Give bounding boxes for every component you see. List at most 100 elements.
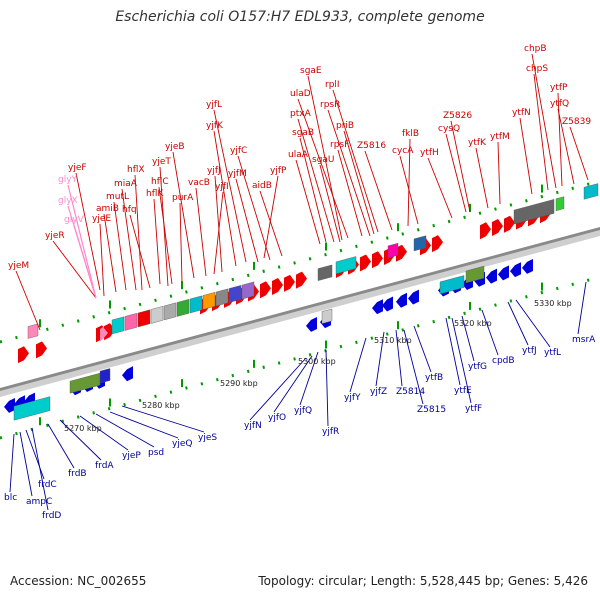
forward-label-leader — [75, 172, 101, 291]
forward-label-leader — [299, 137, 327, 243]
forward-gene-block — [124, 312, 138, 331]
forward-gene-label: ytfN — [512, 108, 531, 118]
reverse-label-leader — [349, 337, 367, 393]
gene-labels: 5270 kbp 5280 kbp 5290 kbp 5300 kbp 5310 kbp… — [4, 44, 596, 521]
reverse-gene-block — [99, 368, 111, 384]
forward-label-leader — [307, 75, 343, 241]
forward-gene-label: hflX — [127, 165, 145, 175]
forward-gene-arrow — [372, 251, 383, 269]
forward-gene-label: sgaU — [312, 155, 335, 165]
scale-ticks — [39, 184, 543, 426]
forward-label-leader — [235, 178, 259, 263]
forward-gene-block — [150, 306, 164, 324]
reverse-gene-label: blc — [4, 493, 17, 503]
forward-gene-block — [137, 309, 151, 328]
forward-gene-block — [163, 302, 177, 321]
scale-label: 5280 kbp — [142, 401, 180, 410]
reverse-label-leader — [507, 301, 529, 346]
reverse-gene-label: ytfG — [468, 362, 487, 372]
page-title: Escherichia coli O157:H7 EDL933, complet… — [115, 9, 485, 25]
forward-gene-label: yjfK — [206, 121, 224, 131]
forward-gene-label: yjeB — [165, 142, 185, 152]
reverse-gene-label: yjfQ — [294, 406, 312, 416]
reverse-label-leader — [79, 415, 129, 451]
forward-gene-arrow — [480, 222, 491, 240]
forward-gene-label: hflK — [146, 189, 164, 199]
forward-gene-label: rpsF — [330, 140, 349, 150]
forward-gene-arrow — [504, 215, 515, 233]
reverse-gene-label: yjfR — [322, 427, 339, 437]
reverse-label-leader — [451, 317, 472, 404]
forward-label-leader — [364, 150, 393, 231]
reverse-label-leader — [31, 427, 49, 511]
forward-label-leader — [557, 92, 563, 187]
forward-label-leader — [337, 149, 363, 237]
forward-label-leader — [172, 151, 195, 279]
forward-gene-arrow — [396, 244, 407, 262]
reverse-gene-block — [465, 265, 485, 284]
forward-gene-label: Z5839 — [562, 117, 591, 127]
forward-label-leader — [569, 126, 589, 181]
forward-gene-arrow — [432, 235, 443, 253]
reverse-gene-label: msrA — [572, 335, 596, 345]
forward-gene-label: sgaE — [300, 66, 322, 76]
forward-gene-label: yjfP — [270, 166, 287, 176]
forward-label-leader — [213, 109, 247, 263]
reverse-gene-label: yjfZ — [370, 387, 387, 397]
pseudo-label-leader — [73, 224, 97, 299]
reverse-gene-label: ytfJ — [522, 346, 537, 356]
forward-gene-label: yjeT — [152, 157, 171, 167]
forward-gene-label: aidB — [252, 181, 272, 191]
forward-label-leader — [195, 187, 207, 277]
reverse-gene-label: ytfF — [465, 404, 482, 414]
forward-gene-label: ytfK — [468, 138, 487, 148]
forward-gene-block — [111, 316, 125, 335]
forward-gene-arrow — [18, 346, 29, 364]
forward-label-leader — [103, 213, 117, 293]
reverse-gene-label: Z5815 — [417, 405, 446, 415]
reverse-label-leader — [59, 419, 102, 461]
forward-label-leader — [158, 186, 173, 285]
forward-gene-label: ytfP — [550, 83, 568, 93]
scale-label: 5320 kbp — [454, 319, 492, 328]
forward-label-leader — [531, 53, 557, 189]
reverse-gene-arrow — [486, 268, 497, 284]
reverse-gene-label: yjfN — [244, 421, 262, 431]
forward-gene-block — [317, 264, 333, 281]
genome-stats: Topology: circular; Length: 5,528,445 bp… — [258, 574, 588, 588]
forward-gene-label: yjfJ — [207, 166, 221, 176]
reverse-gene-label: ampC — [26, 497, 52, 507]
reverse-label-leader — [249, 357, 307, 421]
reverse-gene-label: yjeQ — [172, 439, 192, 449]
pseudo-gene-label: glyX — [58, 196, 78, 206]
forward-label-leader — [427, 157, 453, 219]
pseudo-gene-label: glyV — [64, 215, 85, 225]
forward-gene-label: yjfI — [215, 182, 229, 192]
reverse-label-leader — [413, 325, 432, 373]
forward-label-leader — [179, 202, 183, 283]
reverse-label-leader — [273, 355, 313, 413]
forward-label-leader — [497, 141, 501, 205]
reverse-label-leader — [325, 349, 329, 427]
forward-gene-label: ytfQ — [550, 99, 569, 109]
forward-label-leader — [121, 188, 137, 291]
reverse-label-leader — [121, 405, 205, 433]
pseudo-label-leader — [67, 184, 97, 299]
forward-gene-block — [189, 295, 203, 314]
forward-gene-block — [215, 288, 229, 307]
forward-label-leader — [213, 191, 224, 275]
forward-gene-label: cysQ — [438, 124, 460, 134]
reverse-label-leader — [515, 299, 551, 348]
forward-gene-label: yjfM — [228, 169, 247, 179]
forward-gene-label: chpB — [524, 44, 547, 54]
reverse-label-leader — [403, 329, 424, 405]
reverse-gene-arrow — [498, 265, 509, 281]
forward-label-leader — [332, 89, 379, 233]
forward-gene-arrow — [492, 219, 503, 236]
forward-label-leader — [319, 164, 341, 243]
forward-gene-block — [387, 242, 399, 259]
forward-gene-label: amiB — [96, 204, 119, 214]
forward-label-leader — [327, 109, 371, 237]
forward-gene-label: yjfL — [206, 100, 222, 110]
